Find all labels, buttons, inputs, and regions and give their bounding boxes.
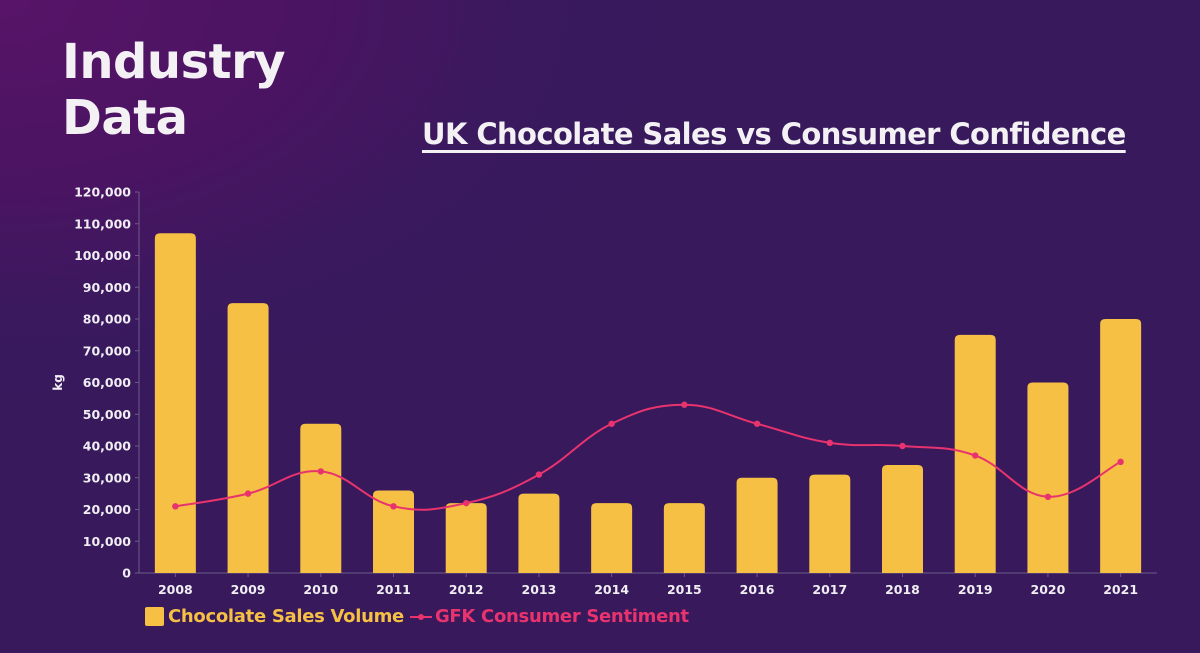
legend-label: GFK Consumer Sentiment bbox=[434, 606, 689, 627]
bar[interactable] bbox=[1100, 319, 1142, 573]
x-axis: 2008 2009 2010 2011 2012 2013 2014 2015 2016 2017… bbox=[139, 572, 1157, 597]
sentiment-point[interactable] bbox=[753, 420, 761, 427]
sentiment-point[interactable] bbox=[1117, 458, 1124, 466]
sentiment-point[interactable] bbox=[172, 503, 179, 510]
bar[interactable] bbox=[736, 477, 778, 573]
y-tick-label: 30,000 bbox=[83, 470, 132, 485]
x-tick-label: 2011 bbox=[376, 582, 411, 597]
bar[interactable] bbox=[300, 423, 342, 573]
x-tick-label: 2021 bbox=[1103, 582, 1138, 597]
x-tick-label: 2014 bbox=[594, 582, 629, 597]
x-tick-label: 2012 bbox=[449, 582, 484, 597]
page-title: Industry Data bbox=[62, 34, 286, 146]
sentiment-point[interactable] bbox=[535, 471, 543, 478]
y-tick-label: 90,000 bbox=[83, 280, 132, 295]
legend-item-consumer-sentiment[interactable]: GFK Consumer Sentiment bbox=[409, 606, 689, 627]
sentiment-point[interactable] bbox=[972, 452, 979, 459]
sentiment-point[interactable] bbox=[826, 439, 833, 447]
x-tick-label: 2020 bbox=[1031, 582, 1066, 597]
bar[interactable] bbox=[882, 465, 923, 573]
chart-title: UK Chocolate Sales vs Consumer Confidenc… bbox=[422, 117, 1126, 151]
y-tick-label: 40,000 bbox=[83, 439, 132, 454]
bar[interactable] bbox=[227, 303, 269, 573]
sentiment-point[interactable] bbox=[463, 499, 470, 507]
bar[interactable] bbox=[445, 503, 487, 573]
x-tick-label: 2010 bbox=[303, 582, 338, 597]
page-title-line-1: Industry bbox=[62, 34, 286, 90]
sentiment-point[interactable] bbox=[608, 420, 615, 427]
legend-label: Chocolate Sales Volume bbox=[168, 606, 404, 627]
bar[interactable] bbox=[1027, 382, 1069, 574]
line-series bbox=[172, 401, 1124, 511]
bar[interactable] bbox=[591, 503, 633, 573]
sentiment-point[interactable] bbox=[317, 468, 324, 475]
sentiment-point[interactable] bbox=[1044, 493, 1052, 500]
y-tick-label: 100,000 bbox=[74, 248, 131, 263]
y-tick-label: 70,000 bbox=[83, 343, 132, 358]
sentiment-point[interactable] bbox=[899, 442, 906, 450]
y-tick-label: 0 bbox=[122, 566, 131, 581]
y-tick-label: 20,000 bbox=[83, 502, 132, 517]
bar-series bbox=[154, 233, 1142, 574]
x-tick-label: 2015 bbox=[667, 582, 702, 597]
bar[interactable] bbox=[373, 490, 414, 573]
x-tick-label: 2018 bbox=[885, 582, 920, 597]
bar[interactable] bbox=[154, 233, 196, 573]
bar[interactable] bbox=[518, 493, 560, 573]
x-tick-label: 2013 bbox=[522, 582, 557, 597]
y-axis: 0 10,000 20,000 30,000 40,000 50,000 60,000 70,… bbox=[74, 185, 140, 581]
legend-item-chocolate-sales[interactable]: Chocolate Sales Volume bbox=[145, 606, 404, 627]
x-tick-label: 2019 bbox=[958, 582, 993, 597]
sentiment-point[interactable] bbox=[244, 490, 252, 497]
y-axis-title: kg bbox=[51, 374, 65, 391]
y-tick-label: 80,000 bbox=[83, 312, 132, 327]
y-tick-label: 10,000 bbox=[83, 534, 132, 549]
x-tick-label: 2017 bbox=[812, 582, 847, 597]
legend: Chocolate Sales Volume GFK Consumer Sent… bbox=[145, 606, 695, 627]
legend-swatch-icon bbox=[145, 607, 164, 626]
sentiment-point[interactable] bbox=[390, 503, 397, 510]
y-tick-label: 60,000 bbox=[83, 375, 132, 390]
y-tick-label: 120,000 bbox=[74, 185, 131, 200]
page-title-line-2: Data bbox=[62, 90, 188, 146]
bar[interactable] bbox=[663, 503, 705, 573]
y-tick-label: 110,000 bbox=[74, 216, 131, 231]
x-tick-label: 2016 bbox=[740, 582, 775, 597]
x-tick-label: 2009 bbox=[231, 582, 266, 597]
bar[interactable] bbox=[809, 474, 851, 573]
legend-line-marker-icon bbox=[409, 607, 432, 626]
x-tick-label: 2008 bbox=[158, 582, 193, 597]
y-tick-label: 50,000 bbox=[83, 407, 132, 422]
sentiment-point[interactable] bbox=[681, 401, 688, 408]
